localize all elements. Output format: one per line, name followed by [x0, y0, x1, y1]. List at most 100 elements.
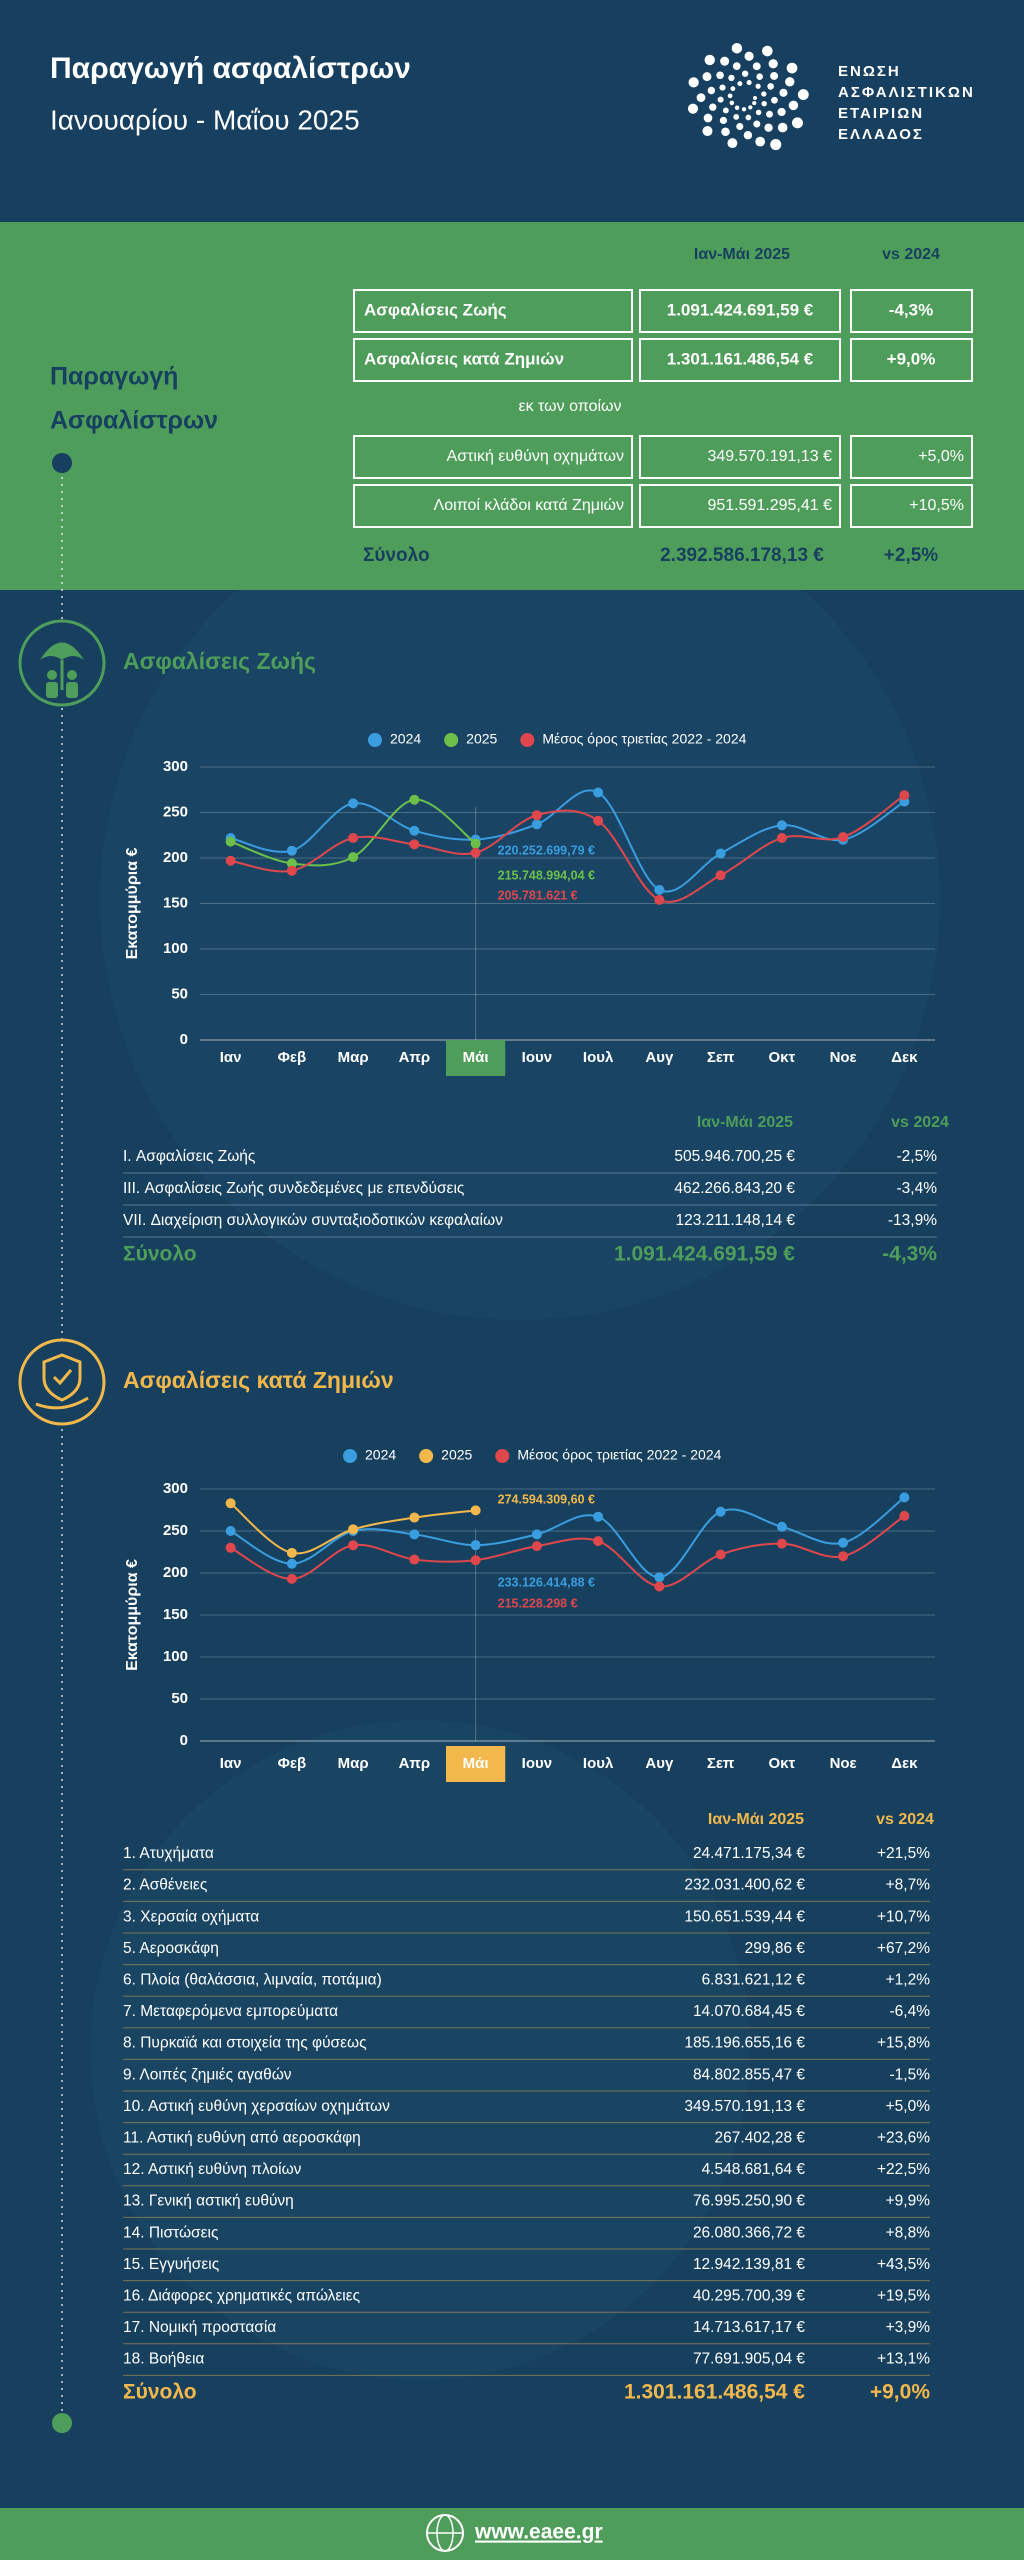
data-point — [470, 1505, 481, 1516]
logo-dot — [744, 51, 754, 61]
total-label: Σύνολο — [363, 545, 430, 566]
row-label: 8. Πυρκαϊά και στοιχεία της φύσεως — [123, 2035, 367, 2052]
data-point — [348, 1540, 359, 1551]
column-header: vs 2024 — [882, 246, 940, 263]
logo-dot — [741, 107, 747, 112]
logo-dot — [704, 54, 715, 66]
data-label: 220.252.699,79 € — [498, 843, 595, 857]
logo-dot — [709, 103, 717, 111]
legend-swatch — [419, 1449, 434, 1463]
logo-text: ΕΝΩΣΗ — [838, 63, 901, 80]
y-tick-label: 50 — [171, 1690, 188, 1707]
data-point — [593, 1536, 604, 1547]
data-point — [593, 1511, 604, 1522]
logo-text: ΕΤΑΙΡΙΩΝ — [838, 105, 924, 122]
data-point — [654, 1572, 665, 1583]
row-change: +67,2% — [877, 1940, 930, 1957]
logo-dot — [696, 93, 706, 103]
data-point — [409, 794, 420, 805]
data-point — [286, 1573, 297, 1584]
total-change: +2,5% — [884, 545, 939, 566]
data-point — [409, 1554, 420, 1565]
row-value: 77.691.905,04 € — [693, 2351, 805, 2368]
row-label: Ασφαλίσεις κατά Ζημιών — [364, 349, 564, 368]
logo-dot — [767, 83, 774, 90]
x-tick-label: Δεκ — [891, 1755, 918, 1772]
logo-dot — [722, 107, 729, 114]
row-label: Ασφαλίσεις Ζωής — [364, 300, 507, 319]
y-tick-label: 300 — [163, 758, 188, 775]
hand-icon — [35, 1396, 89, 1410]
x-tick-label: Ιουλ — [583, 1755, 614, 1772]
x-tick-label: Ιουν — [522, 1755, 552, 1772]
people-icon — [47, 670, 57, 680]
total-change: +9,0% — [870, 2381, 930, 2404]
x-tick-label: Μάι — [463, 1755, 489, 1772]
row-value: 40.295.700,39 € — [693, 2287, 805, 2304]
legend-label: 2025 — [441, 1447, 472, 1463]
row-value: 349.570.191,13 € — [684, 2098, 805, 2115]
footer-url[interactable]: www.eaee.gr — [474, 2521, 603, 2544]
row-value: 84.802.855,47 € — [693, 2066, 805, 2083]
row-change: -6,4% — [890, 2003, 931, 2020]
legend-label: 2025 — [466, 731, 497, 747]
data-point — [715, 1506, 726, 1517]
y-tick-label: 250 — [163, 1522, 188, 1539]
row-value: 24.471.175,34 € — [693, 1845, 805, 1862]
row-value: 232.031.400,62 € — [684, 1877, 805, 1894]
logo-dot — [752, 101, 757, 106]
total-value: 1.301.161.486,54 € — [624, 2381, 805, 2404]
logo-dot — [752, 62, 761, 71]
data-point — [225, 836, 236, 847]
logo-dot — [727, 93, 733, 99]
row-value: 951.591.295,41 € — [707, 497, 832, 514]
y-tick-label: 300 — [163, 1480, 188, 1497]
data-point — [225, 1526, 236, 1536]
data-point — [715, 870, 726, 881]
logo-dot — [770, 138, 782, 151]
x-tick-label: Μάι — [463, 1049, 489, 1066]
highlight-box — [446, 1746, 506, 1782]
row-label: 18. Βοήθεια — [123, 2351, 204, 2368]
shield-icon — [42, 1353, 82, 1402]
logo-dot — [771, 96, 778, 104]
data-point — [838, 832, 849, 843]
logo-dot — [761, 100, 767, 107]
data-point — [286, 858, 297, 869]
data-point — [531, 1529, 542, 1540]
x-tick-label: Ιαν — [220, 1755, 242, 1772]
row-label: III. Ασφαλίσεις Ζωής συνδεδεμένες με επε… — [123, 1180, 464, 1197]
cell-box — [850, 484, 973, 528]
data-point — [409, 1512, 420, 1523]
row-label: 16. Διάφορες χρηματικές απώλειες — [123, 2287, 360, 2304]
row-change: +19,5% — [877, 2287, 930, 2304]
cell-box — [850, 289, 973, 333]
y-tick-label: 150 — [163, 894, 188, 911]
row-change: +10,5% — [909, 497, 964, 514]
logo-dot — [755, 136, 766, 147]
data-point — [531, 819, 542, 830]
row-label: 2. Ασθένειες — [123, 1877, 207, 1894]
cell-box — [353, 289, 633, 333]
row-value: 14.713.617,17 € — [693, 2319, 805, 2336]
logo-dot — [703, 113, 713, 123]
data-point — [715, 1549, 726, 1560]
row-change: +23,6% — [877, 2129, 930, 2146]
data-point — [470, 847, 481, 858]
people-icon — [66, 682, 78, 698]
row-label: Αστική ευθύνη οχημάτων — [447, 448, 624, 465]
row-label: 7. Μεταφερόμενα εμπορεύματα — [123, 2003, 338, 2020]
column-header: Ιαν-Μάι 2025 — [694, 246, 790, 263]
shield-icon — [52, 1369, 73, 1386]
section-title: Ασφαλίσεις κατά Ζημιών — [123, 1367, 394, 1393]
logo-dot — [721, 127, 730, 137]
y-tick-label: 0 — [180, 1732, 188, 1749]
row-label: 10. Αστική ευθύνη χερσαίων οχημάτων — [123, 2098, 390, 2115]
logo-dot — [786, 62, 798, 74]
cell-box — [353, 435, 633, 479]
x-tick-label: Νοε — [830, 1755, 857, 1772]
row-label: 3. Χερσαία οχήματα — [123, 1908, 259, 1925]
logo-dot — [716, 71, 724, 80]
row-value: 26.080.366,72 € — [693, 2224, 805, 2241]
